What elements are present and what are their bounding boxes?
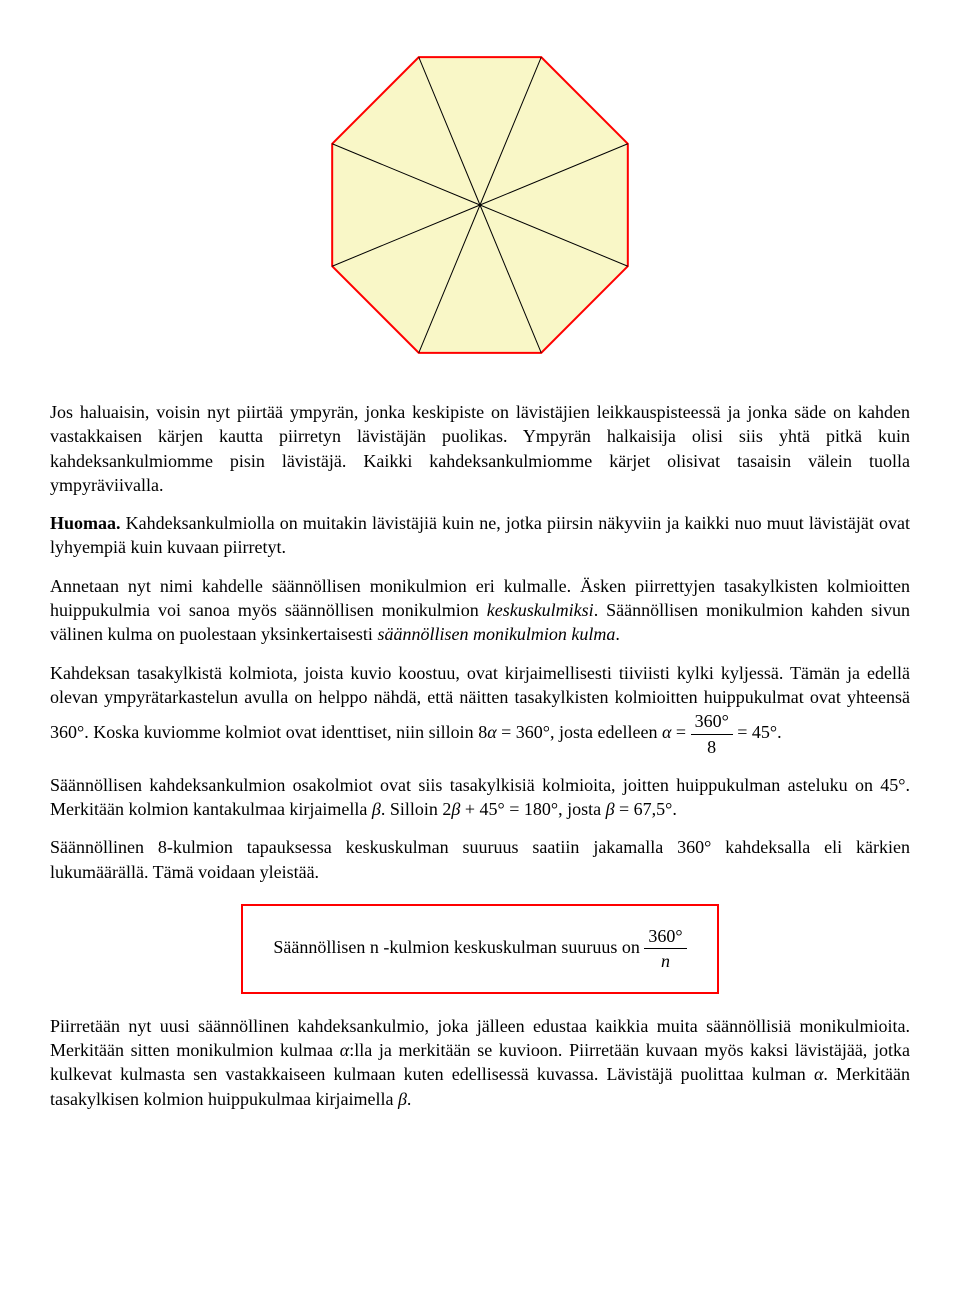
huomaa-label: Huomaa.: [50, 513, 121, 533]
p5b: . Silloin: [381, 799, 443, 819]
paragraph-4: Kahdeksan tasakylkistä kolmiota, joista …: [50, 661, 910, 759]
eq1: 8α = 360°: [478, 722, 550, 742]
paragraph-3: Annetaan nyt nimi kahdelle säännöllisen …: [50, 574, 910, 647]
paragraph-2: Huomaa. Kahdeksankulmiolla on muitakin l…: [50, 511, 910, 560]
p5d: .: [672, 799, 677, 819]
eq4: β = 67,5°: [606, 799, 673, 819]
p4c: .: [777, 722, 782, 742]
eq2-rhs: = 45°: [737, 722, 777, 742]
paragraph-6: Säännöllinen 8-kulmion tapauksessa kesku…: [50, 835, 910, 884]
box-fraction: 360° n: [644, 924, 686, 974]
eq2: α = 360°8 = 45°: [662, 722, 777, 742]
p4b: , josta edelleen: [550, 722, 662, 742]
beta-2: β: [398, 1089, 407, 1109]
formula-box: Säännöllisen n -kulmion keskuskulman suu…: [241, 904, 718, 994]
box-text: Säännöllisen n -kulmion keskuskulman suu…: [273, 937, 644, 957]
beta-1: β: [372, 799, 381, 819]
paragraph-5: Säännöllisen kahdeksankulmion osakolmiot…: [50, 773, 910, 822]
eq3: 2β + 45° = 180°: [442, 799, 558, 819]
octagon-svg: [315, 40, 645, 370]
box-num: 360°: [644, 924, 686, 949]
eq2-num: 360°: [691, 709, 733, 734]
p3b-italic: keskuskulmiksi: [487, 600, 594, 620]
alpha-2: α: [814, 1064, 823, 1084]
p5c: , josta: [558, 799, 606, 819]
paragraph-2-body: Kahdeksankulmiolla on muitakin lävistäji…: [50, 513, 910, 557]
octagon-figure: [50, 40, 910, 370]
alpha-1: α: [340, 1040, 349, 1060]
p3d-italic: säännöllisen monikulmion kulma: [377, 624, 615, 644]
box-den: n: [644, 949, 686, 973]
p7d: .: [407, 1089, 412, 1109]
eq2-den: 8: [691, 735, 733, 759]
paragraph-1: Jos haluaisin, voisin nyt piirtää ympyrä…: [50, 400, 910, 497]
p3e: .: [615, 624, 620, 644]
paragraph-7: Piirretään nyt uusi säännöllinen kahdeks…: [50, 1014, 910, 1111]
